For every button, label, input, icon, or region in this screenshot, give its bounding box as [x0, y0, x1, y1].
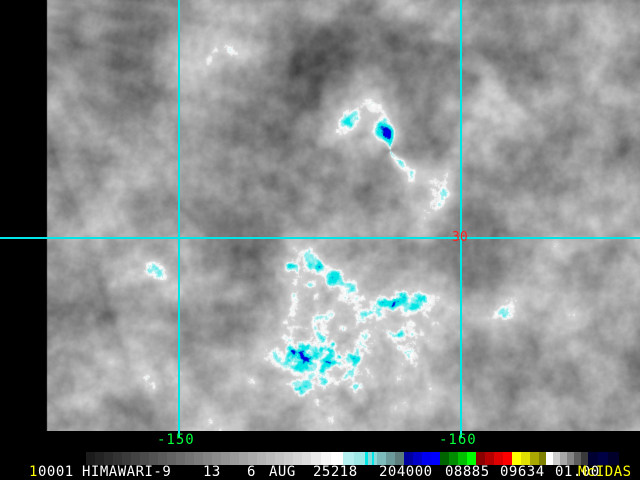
- color-bar-segment: [104, 452, 113, 465]
- longitude-tick-160: [460, 431, 462, 438]
- month-label: AUG: [269, 464, 296, 480]
- longitude-gridline-150: [178, 0, 180, 431]
- color-bar-segment: [521, 452, 530, 465]
- longitude-label-150: -150: [157, 432, 195, 448]
- color-bar-cursor-marker: [372, 452, 374, 465]
- color-bar-segment: [567, 452, 574, 465]
- color-bar-segment: [386, 452, 395, 465]
- color-bar-segment: [354, 452, 365, 465]
- color-bar-segment: [458, 452, 467, 465]
- color-bar-segment: [0, 452, 86, 465]
- color-bar-segment: [230, 452, 239, 465]
- element-coordinate-label: 09634: [500, 464, 545, 480]
- longitude-tick-150: [178, 431, 180, 438]
- color-bar-segment: [476, 452, 485, 465]
- resolution-label: 01.00: [555, 464, 600, 480]
- color-bar-segment: [422, 452, 431, 465]
- color-bar-segment: [494, 452, 503, 465]
- color-bar-segment: [122, 452, 131, 465]
- color-bar-segment: [449, 452, 458, 465]
- color-bar-segment: [239, 452, 248, 465]
- day-label: 6: [247, 464, 256, 480]
- color-bar-segment: [553, 452, 560, 465]
- color-bar-segment: [284, 452, 293, 465]
- color-bar-segment: [395, 452, 404, 465]
- color-bar-segment: [131, 452, 140, 465]
- line-coordinate-label: 08885: [445, 464, 490, 480]
- color-bar-segment: [413, 452, 422, 465]
- color-bar-segment: [440, 452, 449, 465]
- color-bar-segment: [588, 452, 598, 465]
- longitude-label-160: -160: [439, 432, 477, 448]
- color-bar-segment: [203, 452, 212, 465]
- color-bar-segment: [248, 452, 257, 465]
- color-bar-segment: [377, 452, 386, 465]
- satellite-image-area[interactable]: 30: [0, 0, 640, 431]
- julian-date-label: 25218: [313, 464, 358, 480]
- color-bar-segment: [86, 452, 95, 465]
- color-bar-segment: [293, 452, 302, 465]
- color-bar-segment: [598, 452, 608, 465]
- color-bar-segment: [530, 452, 539, 465]
- color-bar-segment: [321, 452, 331, 465]
- color-bar-segment: [302, 452, 311, 465]
- color-bar-segment: [539, 452, 546, 465]
- color-bar-segment: [560, 452, 567, 465]
- color-bar-segment: [343, 452, 354, 465]
- enhancement-color-bar[interactable]: [0, 452, 640, 465]
- color-bar-segment: [485, 452, 494, 465]
- color-bar-segment: [212, 452, 221, 465]
- color-bar-segment: [266, 452, 275, 465]
- color-bar-segment: [574, 452, 581, 465]
- color-bar-segment: [140, 452, 149, 465]
- color-bar-segment: [113, 452, 122, 465]
- latitude-label-30: 30: [452, 230, 468, 245]
- color-bar-segment: [149, 452, 158, 465]
- color-bar-segment: [503, 452, 512, 465]
- color-bar-segment: [257, 452, 266, 465]
- color-bar-segment: [185, 452, 194, 465]
- satellite-image-canvas[interactable]: [0, 0, 640, 431]
- color-bar-segment: [331, 452, 343, 465]
- color-bar-segment: [581, 452, 588, 465]
- image-annotation-bar: 1 0001 HIMAWARI-9 13 6 AUG 25218 204000 …: [0, 465, 640, 480]
- color-bar-segment: [158, 452, 167, 465]
- satellite-name-label: HIMAWARI-9: [82, 464, 172, 480]
- color-bar-segment: [404, 452, 413, 465]
- color-bar-segment: [365, 452, 368, 465]
- mcidas-brand-label: McIDAS: [578, 464, 632, 480]
- color-bar-segment: [167, 452, 176, 465]
- frame-number-label: 1: [29, 464, 38, 480]
- color-bar-segment: [431, 452, 440, 465]
- color-bar-segment: [95, 452, 104, 465]
- color-bar-segment: [546, 452, 553, 465]
- color-bar-segment: [608, 452, 619, 465]
- longitude-gridline-160: [460, 0, 462, 431]
- time-utc-label: 204000: [379, 464, 433, 480]
- color-bar-segment: [176, 452, 185, 465]
- area-number-label: 0001: [38, 464, 74, 480]
- color-bar-segment: [467, 452, 476, 465]
- color-bar-segment: [311, 452, 321, 465]
- latitude-gridline-30: [0, 237, 640, 239]
- color-bar-segment: [194, 452, 203, 465]
- color-bar-segment: [512, 452, 521, 465]
- color-bar-segment: [275, 452, 284, 465]
- band-number-label: 13: [203, 464, 221, 480]
- color-bar-segment: [221, 452, 230, 465]
